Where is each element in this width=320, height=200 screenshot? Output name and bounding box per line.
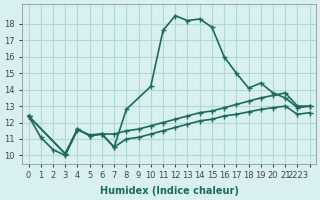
X-axis label: Humidex (Indice chaleur): Humidex (Indice chaleur): [100, 186, 239, 196]
